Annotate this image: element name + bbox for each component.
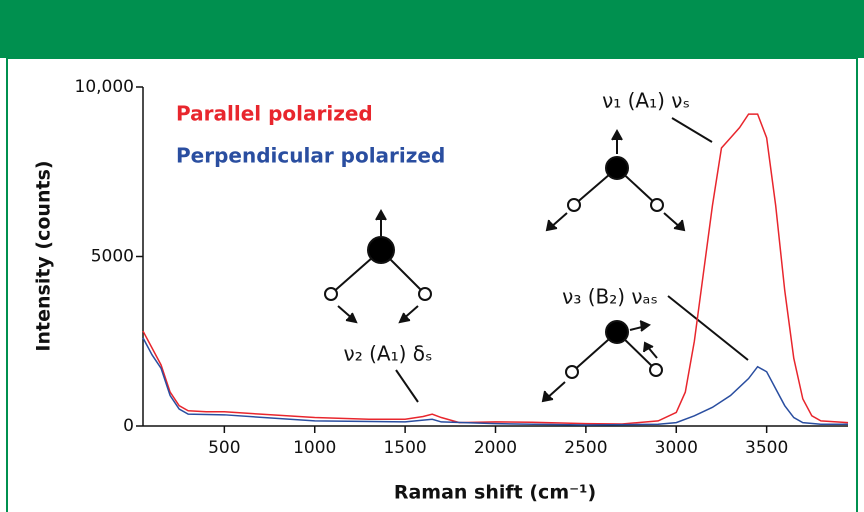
x-tick-label: 2000 xyxy=(474,438,517,458)
x-tick-label: 1500 xyxy=(383,438,426,458)
molecules xyxy=(330,117,749,403)
x-axis-label: Raman shift (cm⁻¹) xyxy=(394,482,596,504)
y-tick-label: 10,000 xyxy=(75,77,134,97)
x-tick-label: 500 xyxy=(208,438,240,458)
header-bar xyxy=(0,0,864,58)
x-tick-label: 2500 xyxy=(564,438,607,458)
x-tick-label: 3500 xyxy=(745,438,788,458)
x-tick-label: 3000 xyxy=(655,438,698,458)
y-tick-label: 0 xyxy=(123,416,134,436)
atoms xyxy=(324,156,664,379)
x-tick-label: 1000 xyxy=(293,438,336,458)
y-tick-label: 5000 xyxy=(91,247,134,267)
series-line xyxy=(142,337,848,426)
annotation: ν₁ (A₁) νₛ xyxy=(602,89,690,113)
legend-entry: Parallel polarized xyxy=(176,102,373,126)
annotation: ν₃ (B₂) νₐₛ xyxy=(562,285,658,309)
annotation: ν₂ (A₁) δₛ xyxy=(344,342,433,366)
legend-entry: Perpendicular polarized xyxy=(176,144,445,168)
frame xyxy=(6,57,858,512)
y-axis-label: Intensity (counts) xyxy=(33,160,55,351)
